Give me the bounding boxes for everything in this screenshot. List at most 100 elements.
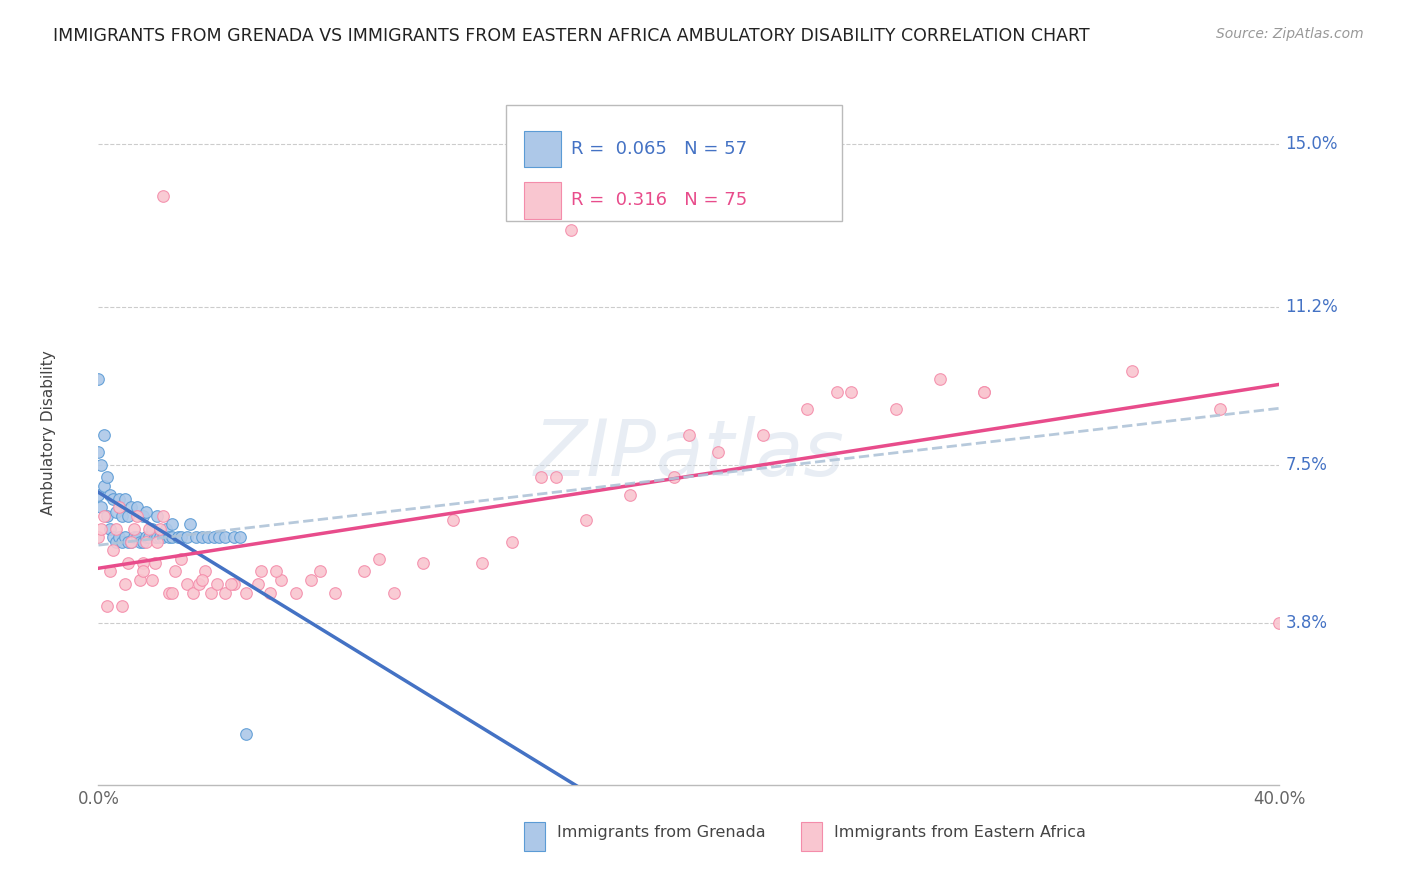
Point (162, 586, 183, 600)
Point (93, 508, 115, 523)
Point (619, 487, 641, 501)
Point (202, 530, 225, 544)
Point (796, 402, 818, 417)
Point (135, 534, 157, 549)
Point (108, 491, 131, 506)
Point (179, 517, 201, 532)
Point (664, 470, 686, 484)
Text: 15.0%: 15.0% (1285, 136, 1339, 153)
Point (157, 586, 180, 600)
Point (135, 530, 157, 544)
Point (299, 573, 322, 587)
Point (1209, 402, 1232, 417)
Point (98, 522, 121, 536)
Point (208, 530, 231, 544)
Point (323, 586, 346, 600)
Text: Immigrants from Grenada: Immigrants from Grenada (557, 825, 765, 840)
Point (132, 508, 155, 523)
Point (90, 500, 112, 515)
Point (250, 565, 273, 579)
Point (122, 522, 145, 536)
Point (221, 577, 243, 591)
Point (114, 491, 136, 506)
Point (165, 565, 187, 579)
Point (114, 530, 136, 544)
Point (176, 577, 198, 591)
Point (973, 385, 995, 400)
Point (111, 508, 134, 523)
Point (87, 372, 110, 386)
Point (128, 534, 150, 549)
Text: ZIPatlas: ZIPatlas (533, 416, 845, 491)
Point (146, 508, 169, 523)
Point (132, 556, 155, 570)
Bar (523, 131, 561, 168)
Point (187, 577, 209, 591)
Point (117, 556, 139, 570)
Point (246, 577, 269, 591)
Point (87, 487, 110, 501)
Point (87, 530, 110, 544)
Point (103, 543, 125, 558)
Point (105, 522, 128, 536)
Point (93, 479, 115, 493)
Point (825, 385, 848, 400)
Text: Ambulatory Disability: Ambulatory Disability (41, 351, 56, 515)
Point (149, 522, 172, 536)
Point (162, 517, 183, 532)
Point (105, 505, 128, 519)
Text: Immigrants from Eastern Africa: Immigrants from Eastern Africa (834, 825, 1085, 840)
Point (122, 530, 145, 544)
Point (111, 599, 134, 613)
Point (184, 530, 207, 544)
Point (138, 522, 160, 536)
Text: Source: ZipAtlas.com: Source: ZipAtlas.com (1216, 27, 1364, 41)
Point (678, 427, 700, 442)
Point (214, 586, 236, 600)
Point (270, 573, 292, 587)
Point (87, 445, 110, 459)
Point (138, 530, 160, 544)
Point (132, 534, 155, 549)
Point (560, 223, 582, 237)
Point (191, 530, 214, 544)
Point (105, 534, 128, 549)
Point (235, 586, 257, 600)
Point (149, 530, 172, 544)
Point (162, 530, 183, 544)
Point (108, 530, 131, 544)
Point (152, 188, 174, 202)
Point (309, 565, 332, 579)
Point (96, 599, 118, 613)
Point (205, 577, 228, 591)
Text: R =  0.316   N = 75: R = 0.316 N = 75 (571, 191, 747, 210)
Point (120, 500, 142, 515)
Point (120, 534, 142, 549)
Point (111, 534, 134, 549)
Point (546, 470, 568, 484)
Point (530, 470, 553, 484)
Point (181, 586, 204, 600)
Text: R =  0.065   N = 57: R = 0.065 N = 57 (571, 140, 747, 158)
Point (157, 530, 180, 544)
Text: 7.5%: 7.5% (1285, 456, 1327, 474)
Point (501, 534, 523, 549)
Point (117, 534, 139, 549)
Point (973, 385, 995, 400)
Point (128, 573, 150, 587)
Bar (523, 182, 561, 219)
Point (93, 427, 115, 442)
Point (368, 551, 391, 566)
Point (143, 556, 166, 570)
Point (194, 565, 217, 579)
Point (120, 534, 142, 549)
Point (176, 530, 198, 544)
Point (285, 586, 308, 600)
Point (143, 530, 166, 544)
Point (125, 508, 148, 523)
Point (146, 530, 169, 544)
Point (214, 530, 236, 544)
Point (135, 505, 157, 519)
Point (141, 573, 163, 587)
Point (167, 530, 190, 544)
